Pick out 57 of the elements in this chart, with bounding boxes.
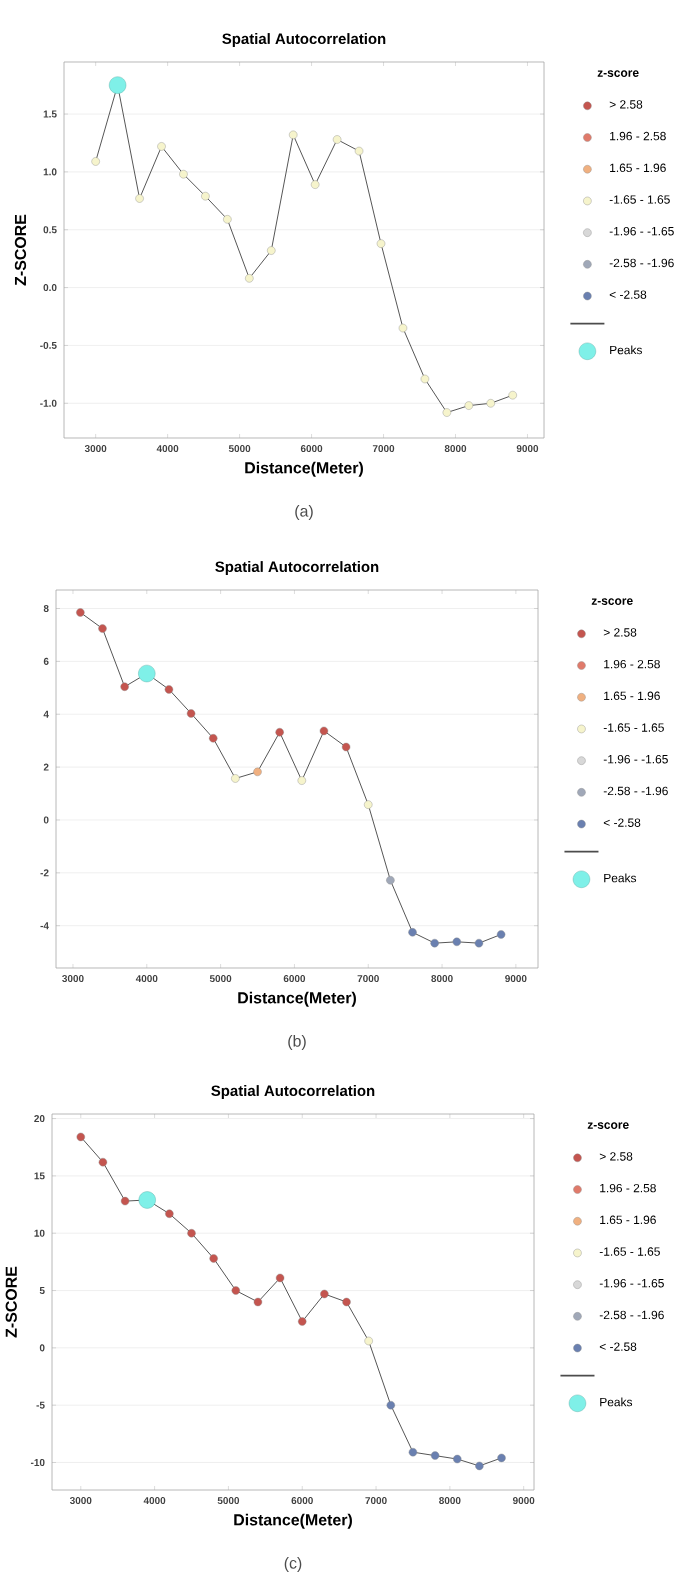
point — [398, 323, 408, 333]
point — [342, 1297, 351, 1307]
point — [430, 938, 439, 948]
point — [364, 1336, 373, 1346]
point — [497, 1453, 506, 1463]
point — [320, 1289, 329, 1299]
point — [475, 1461, 484, 1471]
point — [253, 767, 262, 777]
point — [98, 624, 107, 633]
point — [201, 191, 210, 201]
point — [76, 1132, 85, 1142]
point — [298, 1317, 307, 1326]
point — [496, 930, 506, 939]
point — [474, 938, 484, 948]
point — [453, 1454, 462, 1464]
point — [209, 1254, 218, 1263]
point — [187, 1229, 196, 1238]
point — [209, 734, 218, 743]
point — [98, 1157, 108, 1167]
point — [310, 180, 320, 189]
point — [135, 194, 144, 203]
point — [319, 726, 329, 736]
point — [76, 608, 85, 617]
point — [408, 928, 417, 937]
point — [430, 1451, 440, 1460]
point — [486, 399, 495, 408]
point — [164, 685, 174, 694]
point — [186, 709, 196, 718]
point — [442, 408, 452, 417]
point — [120, 682, 129, 691]
point — [275, 1273, 285, 1283]
point — [245, 274, 254, 283]
point — [91, 157, 100, 166]
point — [354, 146, 364, 156]
point — [386, 876, 395, 885]
point — [386, 1400, 396, 1410]
point — [231, 774, 240, 783]
point — [267, 246, 276, 255]
point — [231, 1286, 240, 1295]
point — [157, 142, 166, 151]
point — [420, 374, 430, 384]
point — [408, 1447, 418, 1457]
point — [179, 170, 188, 179]
point — [332, 135, 342, 144]
point — [165, 1209, 174, 1218]
point — [364, 800, 373, 809]
point — [253, 1297, 263, 1307]
point — [289, 130, 298, 140]
point — [297, 776, 306, 785]
point — [223, 215, 232, 224]
point — [464, 401, 474, 410]
point — [275, 728, 284, 737]
point — [376, 239, 386, 248]
point — [452, 937, 462, 947]
point — [341, 742, 351, 752]
point — [508, 390, 517, 400]
point — [120, 1196, 130, 1206]
